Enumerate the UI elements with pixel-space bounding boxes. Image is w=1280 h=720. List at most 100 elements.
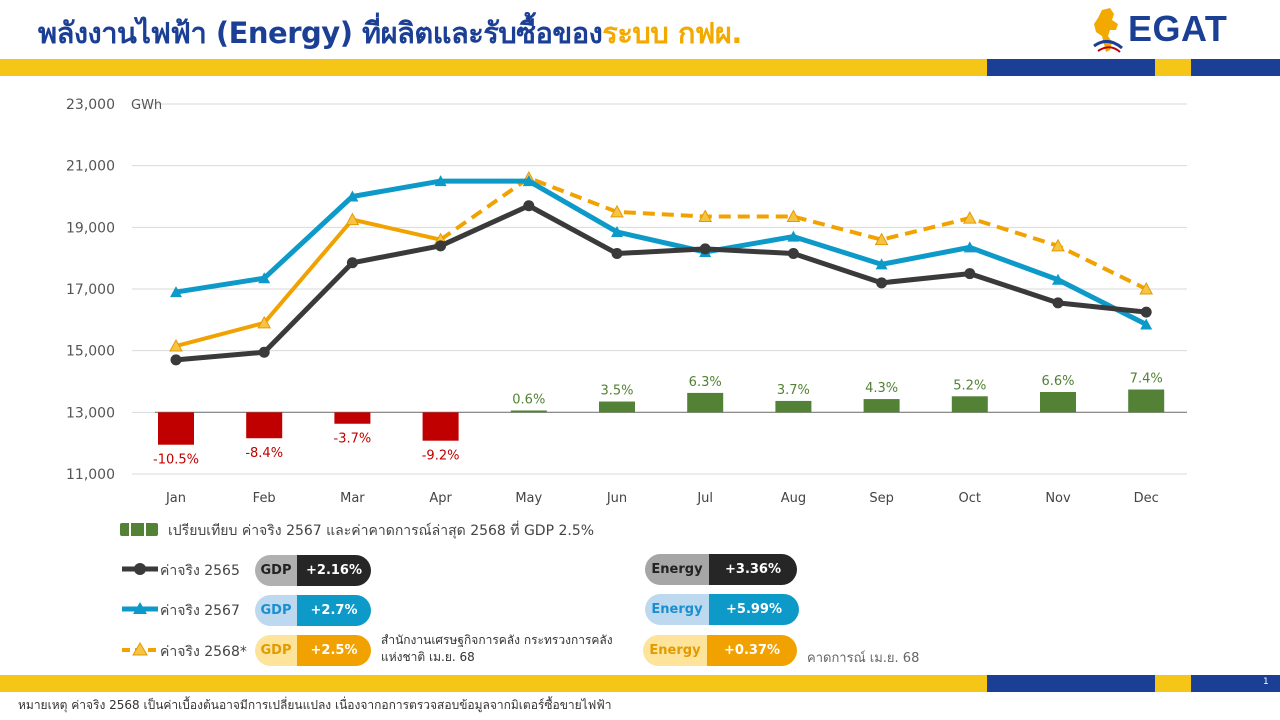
page-number: 1 xyxy=(1263,677,1269,687)
x-tick-label: Sep xyxy=(869,491,894,506)
gdp-pill-2567-key: GDP xyxy=(255,595,297,626)
x-tick-label: Feb xyxy=(253,491,276,506)
y-tick-label: 17,000 xyxy=(66,282,115,298)
x-tick-label: Aug xyxy=(781,491,806,506)
point-2565 xyxy=(1140,306,1152,318)
x-tick-label: Mar xyxy=(340,491,365,506)
point-2568 xyxy=(1139,281,1154,295)
energy-pill-2567-key: Energy xyxy=(645,594,709,625)
point-2568 xyxy=(1051,238,1065,252)
x-tick-label: May xyxy=(515,491,542,506)
y-tick-label: 13,000 xyxy=(66,405,115,421)
point-2568 xyxy=(169,338,183,352)
energy-pill-2568-key: Energy xyxy=(643,635,707,666)
point-2567 xyxy=(963,241,976,253)
gdp-pill-2567-value: +2.7% xyxy=(297,595,371,626)
legend-2567-marker xyxy=(122,602,158,614)
point-2567 xyxy=(170,286,182,298)
point-2567 xyxy=(258,272,271,284)
point-2565 xyxy=(1052,297,1064,309)
energy-pill-2567-value: +5.99% xyxy=(709,594,799,625)
legend-2565-label: ค่าจริง 2565 xyxy=(160,563,240,579)
point-2567 xyxy=(1140,318,1153,330)
footnote: หมายเหตุ ค่าจริง 2568 เป็นค่าเบื้องต้นอา… xyxy=(18,698,612,712)
x-tick-label: Apr xyxy=(429,491,452,506)
bar xyxy=(422,412,459,441)
legend-2568-label: ค่าจริง 2568* xyxy=(160,644,247,660)
y-tick-label: 15,000 xyxy=(66,344,115,360)
footer-stripe xyxy=(0,675,1280,692)
bar xyxy=(687,392,724,413)
bar xyxy=(1040,391,1076,413)
logo-text: EGAT xyxy=(1128,8,1228,49)
gdp-pill-2567: GDP +2.7% xyxy=(255,595,371,626)
point-2568 xyxy=(698,209,713,223)
gdp-pill-2568-key: GDP xyxy=(255,635,297,666)
bar xyxy=(599,401,635,413)
thailand-map-icon xyxy=(1093,8,1123,53)
x-tick-label: Jul xyxy=(696,491,713,506)
x-tick-label: Jun xyxy=(606,491,627,506)
series-line xyxy=(175,217,442,348)
y-unit-label: GWh xyxy=(131,98,162,113)
point-2567 xyxy=(1052,273,1064,285)
point-2565 xyxy=(258,346,270,358)
point-2565 xyxy=(611,248,623,260)
bar-data-label: 5.2% xyxy=(953,378,986,393)
gdp-pill-2568: GDP +2.5% xyxy=(255,635,371,666)
bar xyxy=(1128,389,1165,413)
y-tick-label: 11,000 xyxy=(66,467,115,483)
point-2567 xyxy=(434,175,447,187)
bar-data-label: 0.6% xyxy=(512,392,545,407)
point-2568 xyxy=(610,204,624,218)
point-2565 xyxy=(787,248,799,260)
header-stripe xyxy=(0,59,1280,76)
egat-logo: EGAT xyxy=(1088,6,1238,56)
bar-data-label: 3.7% xyxy=(777,383,810,398)
x-tick-label: Jan xyxy=(165,491,186,506)
page-title-main: พลังงานไฟฟ้า (Energy) ที่ผลิตและรับซื้อข… xyxy=(38,16,603,50)
y-tick-label: 23,000 xyxy=(66,97,115,113)
point-2567 xyxy=(346,190,359,202)
bar-data-label: -8.4% xyxy=(245,446,283,461)
point-2568 xyxy=(345,212,360,226)
bar-data-label: 4.3% xyxy=(865,381,898,396)
series-line xyxy=(175,203,1147,363)
gdp-pill-2565-value: +2.16% xyxy=(297,555,371,586)
point-2567 xyxy=(611,225,623,237)
bar-data-label: 6.3% xyxy=(689,375,722,390)
point-2568 xyxy=(874,232,889,246)
energy-pill-2565-value: +3.36% xyxy=(709,554,797,585)
forecast-note: คาดการณ์ เม.ย. 68 xyxy=(807,651,920,666)
gdp-pill-2565: GDP +2.16% xyxy=(255,555,371,586)
bar-data-label: -3.7% xyxy=(334,432,372,447)
point-2567 xyxy=(875,258,888,270)
energy-pill-2565: Energy +3.36% xyxy=(645,554,797,585)
gdp-pill-2568-value: +2.5% xyxy=(297,635,371,666)
page-title-accent: ระบบ กฟผ. xyxy=(602,16,742,50)
energy-chart: 23,000 21,000 19,000 17,000 15,000 13,000 11,0… xyxy=(66,97,1187,506)
point-2568 xyxy=(962,211,977,224)
energy-pill-2567: Energy +5.99% xyxy=(645,594,799,625)
x-tick-label: Oct xyxy=(959,491,981,506)
x-tick-label: Nov xyxy=(1045,491,1071,506)
gdp-source-note: สำนักงานเศรษฐกิจการคลัง กระทรวงการคลัง แ… xyxy=(381,633,613,664)
energy-pill-2568-value: +0.37% xyxy=(707,635,797,666)
point-2565 xyxy=(699,243,711,255)
bars-legend-label: เปรียบเทียบ ค่าจริง 2567 และค่าคาดการณ์ล… xyxy=(168,523,595,539)
bar xyxy=(334,412,371,424)
x-tick-label: Dec xyxy=(1134,491,1159,506)
bar xyxy=(775,400,812,413)
bar-data-label: 3.5% xyxy=(600,384,633,399)
page-title: พลังงานไฟฟ้า (Energy) ที่ผลิตและรับซื้อข… xyxy=(38,10,742,56)
y-tick-label: 19,000 xyxy=(66,220,115,236)
bar xyxy=(510,410,547,413)
bar-data-label: 6.6% xyxy=(1041,374,1074,389)
y-tick-label: 21,000 xyxy=(66,159,115,175)
bar xyxy=(951,396,988,413)
point-2565 xyxy=(170,354,182,366)
point-2565 xyxy=(523,200,535,212)
point-2567 xyxy=(787,230,800,242)
point-2565 xyxy=(435,240,447,252)
legend-2568-marker xyxy=(122,642,158,656)
